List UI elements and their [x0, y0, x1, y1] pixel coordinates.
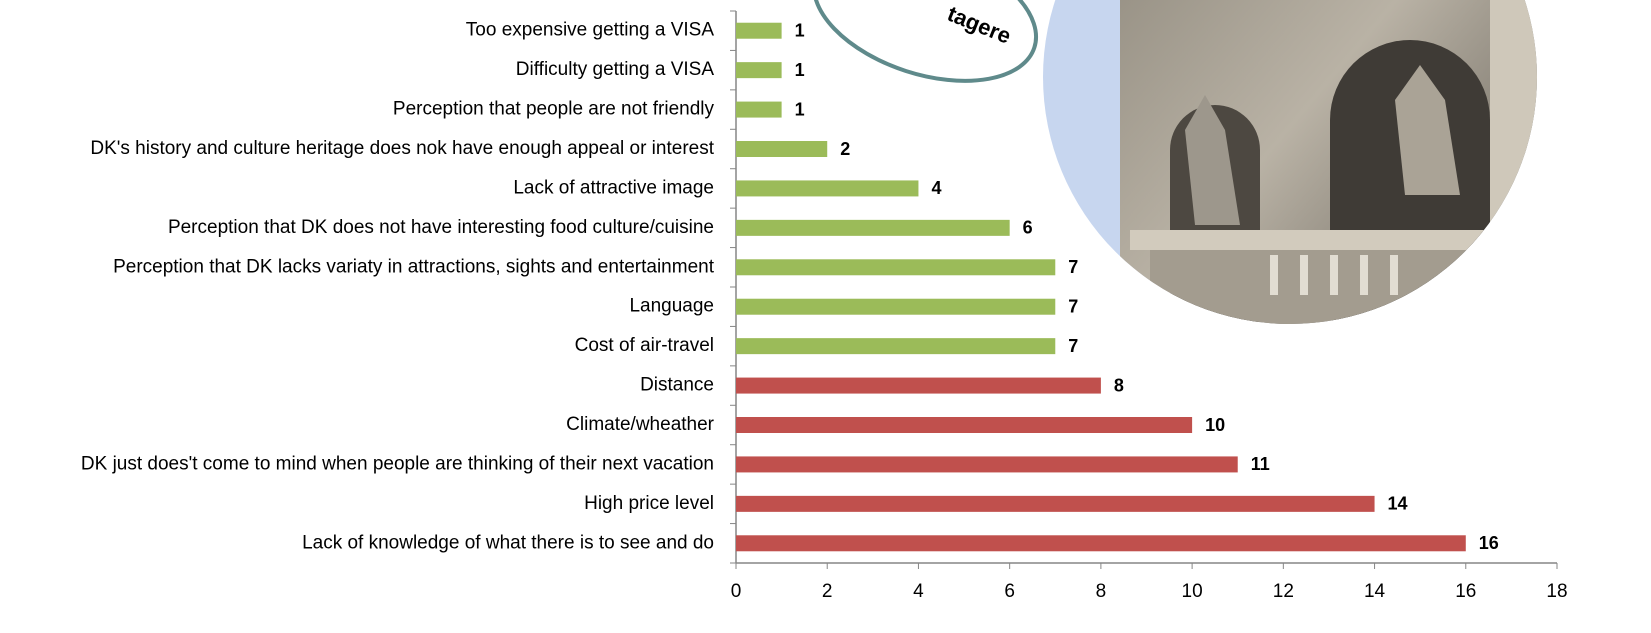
bar — [736, 495, 1375, 512]
value-label: 8 — [1114, 375, 1124, 395]
value-label: 1 — [795, 60, 805, 80]
callout-ellipse — [811, 0, 1039, 83]
y-tick-label: Distance — [640, 375, 714, 396]
bar — [736, 180, 919, 197]
y-tick-label: Climate/wheather — [566, 414, 715, 435]
y-tick-label: Language — [629, 296, 714, 317]
bar — [736, 377, 1101, 394]
x-tick-label: 10 — [1182, 581, 1203, 602]
y-tick-label: Cost of air-travel — [575, 335, 714, 356]
y-tick-label: DK's history and culture heritage does n… — [90, 138, 714, 159]
value-label: 7 — [1068, 336, 1078, 356]
bar — [736, 219, 1010, 236]
bar — [736, 141, 828, 157]
y-tick-label: High price level — [584, 493, 714, 514]
annotation: tagere — [944, 1, 1015, 49]
y-tick-label: Perception that DK lacks variaty in attr… — [113, 256, 715, 277]
bar — [736, 456, 1238, 473]
x-tick-label: 6 — [1004, 581, 1015, 602]
bar — [736, 62, 782, 79]
value-label: 11 — [1251, 454, 1270, 474]
x-tick-label: 2 — [822, 581, 833, 602]
x-tick-label: 18 — [1546, 581, 1567, 602]
value-label: 7 — [1068, 257, 1078, 277]
y-tick-label: Lack of knowledge of what there is to se… — [302, 532, 714, 553]
y-tick-label: DK just does't come to mind when people … — [81, 453, 714, 474]
value-label: 16 — [1479, 533, 1499, 553]
bar — [736, 22, 782, 39]
value-label: 2 — [840, 139, 850, 159]
value-label: 6 — [1023, 218, 1033, 238]
value-label: 4 — [931, 178, 941, 198]
bar — [736, 298, 1056, 315]
bar — [736, 101, 782, 118]
x-tick-label: 14 — [1364, 581, 1386, 602]
value-label: 7 — [1068, 296, 1078, 316]
value-label: 1 — [795, 99, 805, 119]
bar — [736, 338, 1056, 355]
y-tick-label: Difficulty getting a VISA — [516, 59, 715, 80]
value-label: 10 — [1205, 415, 1225, 435]
y-tick-label: Too expensive getting a VISA — [466, 20, 715, 41]
bar — [736, 535, 1466, 552]
x-tick-label: 16 — [1455, 581, 1476, 602]
x-tick-label: 0 — [731, 581, 742, 602]
value-label: 14 — [1388, 494, 1408, 514]
x-tick-label: 8 — [1096, 581, 1107, 602]
bar — [736, 259, 1056, 276]
x-tick-label: 12 — [1273, 581, 1294, 602]
value-label: 1 — [795, 20, 805, 40]
y-tick-label: Perception that people are not friendly — [393, 99, 715, 120]
x-tick-label: 4 — [913, 581, 924, 602]
bar — [736, 417, 1193, 433]
y-tick-label: Lack of attractive image — [513, 177, 714, 198]
y-tick-label: Perception that DK does not have interes… — [168, 217, 714, 238]
photo — [1043, 0, 1537, 324]
